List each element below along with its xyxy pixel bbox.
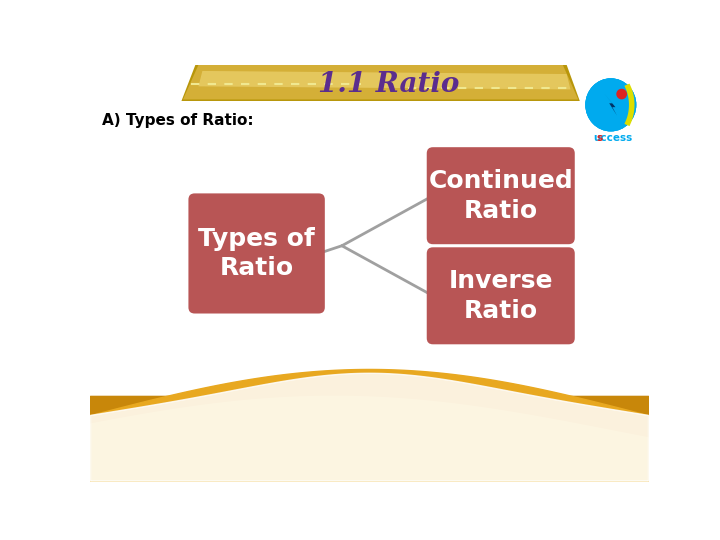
Polygon shape	[181, 65, 580, 101]
Text: Inverse
Ratio: Inverse Ratio	[449, 269, 553, 322]
Polygon shape	[199, 71, 570, 90]
Text: Types of
Ratio: Types of Ratio	[198, 227, 315, 280]
Text: Continued
Ratio: Continued Ratio	[428, 169, 573, 222]
Ellipse shape	[585, 77, 637, 132]
Polygon shape	[183, 65, 578, 99]
Polygon shape	[605, 94, 617, 116]
Ellipse shape	[586, 79, 636, 131]
FancyBboxPatch shape	[189, 193, 325, 314]
Text: uccess: uccess	[593, 133, 633, 143]
Ellipse shape	[586, 79, 636, 131]
Text: A) Types of Ratio:: A) Types of Ratio:	[102, 113, 253, 128]
Ellipse shape	[586, 79, 636, 131]
Ellipse shape	[606, 86, 628, 123]
Circle shape	[617, 90, 626, 99]
Text: 1.1 Ratio: 1.1 Ratio	[318, 71, 459, 98]
Text: s: s	[597, 133, 603, 143]
FancyBboxPatch shape	[427, 147, 575, 244]
FancyBboxPatch shape	[427, 247, 575, 345]
